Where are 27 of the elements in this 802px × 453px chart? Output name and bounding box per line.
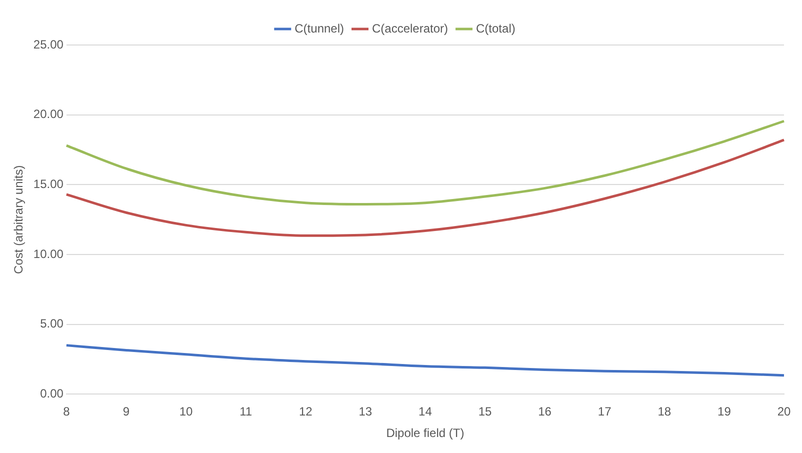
x-tick-label: 20	[777, 404, 791, 419]
x-tick-label: 18	[658, 404, 672, 419]
y-tick-label: 10.00	[33, 246, 64, 261]
y-axis-title: Cost (arbitrary units)	[12, 165, 26, 274]
x-tick-label: 12	[298, 404, 313, 419]
x-tick-label: 13	[358, 404, 372, 419]
x-tick-label: 19	[718, 404, 732, 419]
line-series	[65, 344, 786, 377]
x-tick-label: 11	[240, 404, 252, 419]
x-tick-label: 15	[478, 404, 492, 419]
y-tick-label: 0.00	[40, 386, 64, 401]
x-tick-label: 9	[122, 404, 130, 419]
y-tick-label: 15.00	[33, 176, 64, 191]
x-tick-label: 14	[418, 404, 432, 419]
legend-label: C(accelerator)	[372, 21, 448, 36]
legend-label: C(tunnel)	[294, 21, 344, 36]
y-tick-label: 25.00	[33, 37, 64, 52]
line-series	[65, 120, 786, 206]
y-tick-label: 5.00	[40, 316, 64, 331]
y-tick-label: 20.00	[33, 107, 64, 122]
line-series	[65, 138, 786, 237]
x-tick-label: 8	[63, 404, 70, 419]
x-tick-label: 17	[598, 404, 612, 419]
x-axis-title: Dipole field (T)	[386, 426, 464, 440]
x-tick-label: 16	[538, 404, 552, 419]
legend-label: C(total)	[476, 21, 516, 36]
x-tick-label: 10	[179, 404, 194, 419]
